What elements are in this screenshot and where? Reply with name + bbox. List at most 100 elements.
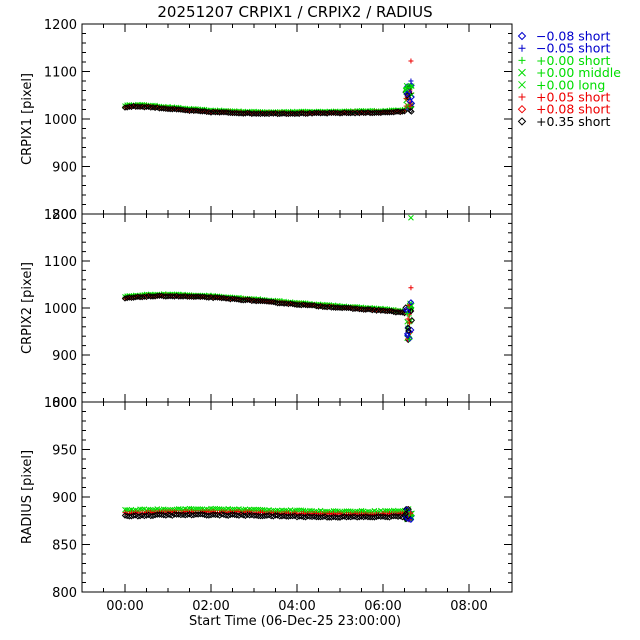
data-point: [343, 514, 350, 521]
data-point: [300, 110, 307, 117]
legend-item: +0.00 short: [518, 53, 611, 68]
data-point: [362, 306, 370, 313]
data-point: [381, 109, 389, 116]
data-point: [263, 298, 271, 305]
data-point: [255, 512, 262, 520]
data-point: [517, 117, 527, 126]
data-point: [278, 299, 286, 307]
y-tick-label: 900: [52, 161, 77, 176]
data-point: [287, 300, 294, 307]
data-point: [323, 304, 331, 311]
data-point: [304, 513, 311, 520]
data-point: [289, 513, 296, 520]
data-point: [356, 305, 363, 313]
data-point: [319, 303, 327, 311]
data-point: [164, 511, 172, 518]
legend-item: +0.00 long: [518, 77, 605, 92]
data-point: [283, 110, 290, 118]
data-point: [203, 108, 210, 116]
data-point: [218, 294, 225, 302]
data-point: [402, 510, 409, 517]
data-point: [304, 110, 311, 117]
legend-label: +0.08 short: [536, 102, 611, 117]
legend-item: −0.08 short: [517, 29, 611, 44]
data-point: [267, 110, 275, 117]
data-point: [212, 511, 219, 519]
data-point: [345, 109, 352, 117]
data-point: [147, 104, 155, 111]
data-point: [177, 106, 185, 113]
data-point: [229, 109, 236, 117]
data-point: [308, 302, 316, 309]
data-series: [121, 505, 415, 523]
data-point: [166, 105, 174, 113]
data-point: [371, 109, 378, 117]
data-point: [394, 308, 402, 316]
data-point: [123, 294, 131, 302]
data-point: [330, 513, 337, 521]
data-point: [237, 110, 245, 117]
data-point: [134, 103, 142, 110]
data-point: [366, 109, 374, 117]
data-point: [169, 106, 176, 113]
data-point: [227, 511, 234, 519]
data-point: [126, 294, 133, 301]
data-point: [347, 109, 354, 117]
data-point: [246, 512, 253, 519]
data-point: [280, 300, 288, 307]
data-point: [384, 307, 391, 315]
data-point: [406, 320, 412, 326]
x-tick-label: 00:00: [106, 599, 143, 614]
data-point: [518, 68, 526, 77]
data-point: [156, 511, 163, 518]
y-axis-label: CRPIX1 [pixel]: [20, 73, 35, 165]
data-point: [362, 109, 370, 117]
y-tick-label: 1200: [44, 208, 77, 223]
data-point: [405, 324, 412, 332]
data-point: [248, 297, 256, 305]
data-point: [298, 302, 305, 309]
data-point: [373, 109, 380, 116]
chart-title: 20251207 CRPIX1 / CRPIX2 / RADIUS: [157, 3, 432, 21]
data-point: [364, 513, 372, 521]
data-point: [263, 512, 271, 519]
data-point: [381, 307, 389, 315]
data-point: [403, 90, 411, 98]
legend-label: +0.00 short: [536, 53, 611, 68]
data-point: [386, 307, 393, 315]
y-tick-label: 850: [52, 539, 77, 554]
data-point: [334, 109, 342, 117]
data-point: [308, 513, 316, 521]
data-point: [250, 512, 258, 519]
data-point: [259, 110, 266, 117]
data-point: [231, 295, 238, 303]
data-point: [518, 44, 526, 52]
data-point: [164, 293, 172, 300]
data-point: [252, 297, 260, 305]
data-point: [379, 109, 387, 116]
data-point: [276, 300, 284, 307]
data-point: [362, 513, 370, 520]
data-point: [242, 110, 249, 117]
data-point: [216, 109, 223, 116]
data-point: [233, 109, 241, 117]
data-point: [351, 305, 359, 312]
data-point: [212, 294, 219, 301]
x-tick-label: 04:00: [278, 599, 315, 614]
data-point: [405, 316, 411, 322]
y-tick-label: 900: [52, 349, 77, 364]
x-tick-label: 06:00: [364, 599, 401, 614]
data-point: [287, 110, 294, 117]
data-point: [356, 513, 363, 521]
data-point: [194, 107, 202, 115]
data-point: [156, 292, 163, 299]
data-point: [407, 336, 413, 342]
data-point: [192, 511, 200, 518]
data-point: [171, 511, 178, 518]
data-point: [242, 296, 249, 304]
data-point: [518, 56, 526, 64]
data-point: [188, 107, 195, 114]
data-point: [194, 293, 202, 300]
data-point: [317, 110, 324, 117]
data-point: [386, 109, 393, 116]
